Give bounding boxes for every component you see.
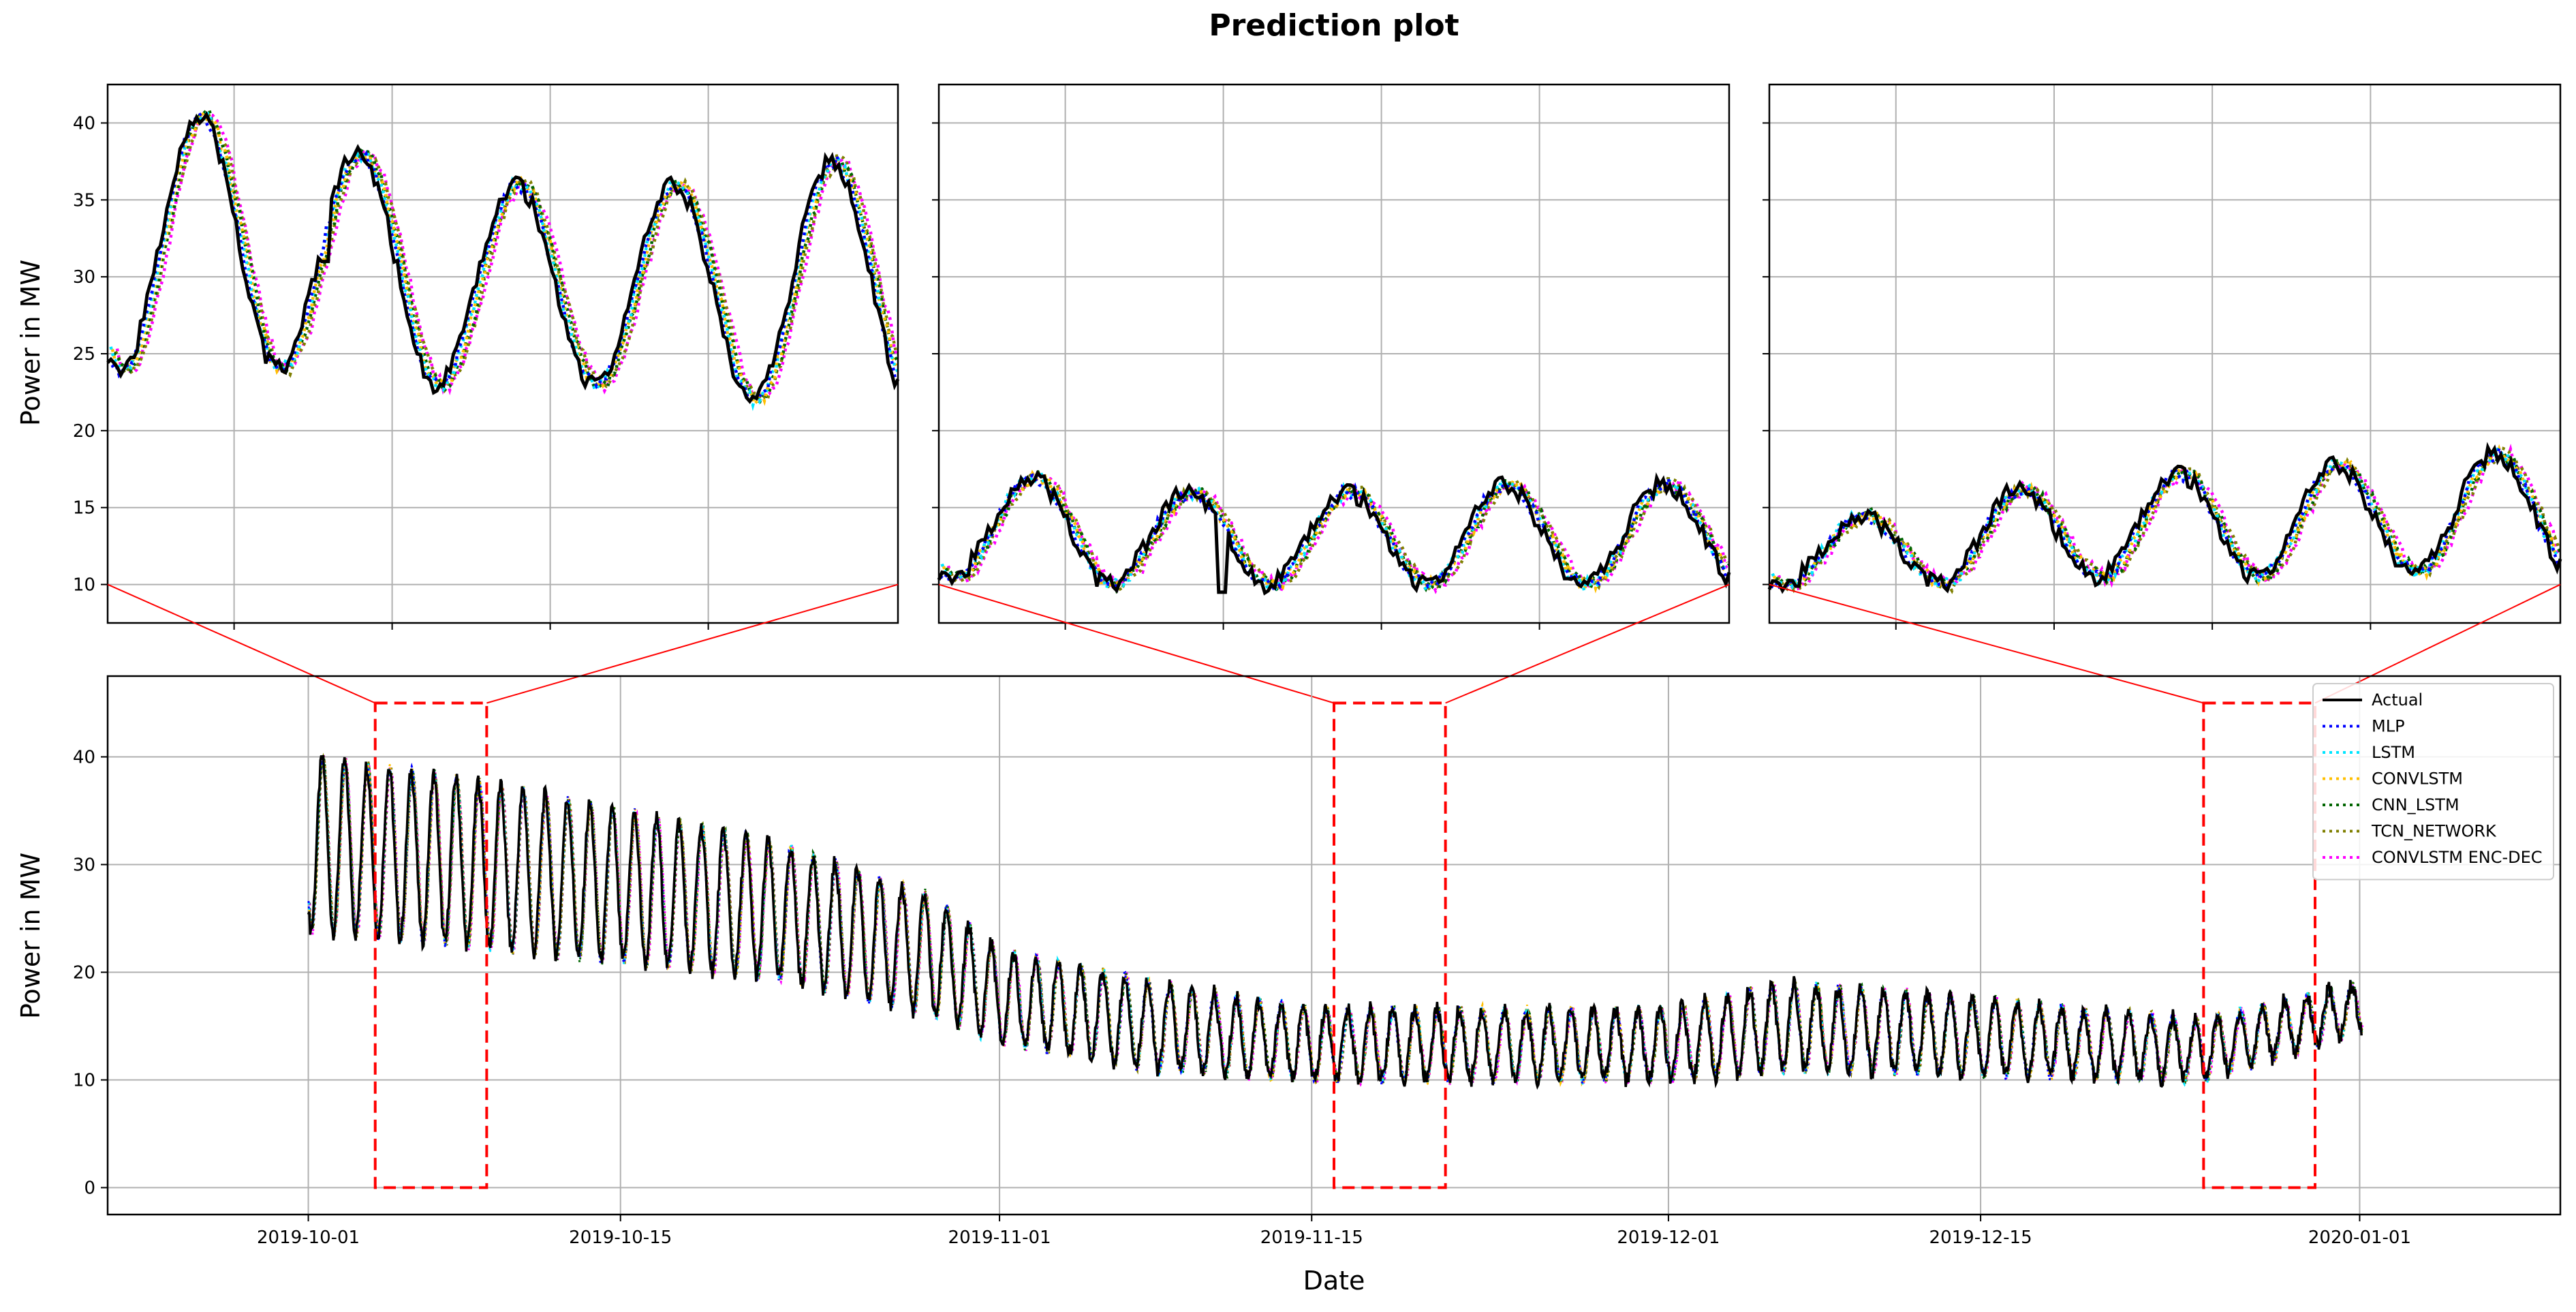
inset-series-group [937,468,1731,596]
main-series-line [307,758,2363,1087]
zoom-connector-line [1445,583,1730,704]
inset-frame [1768,83,2562,624]
inset-series-line [109,112,899,412]
main-x-tick-label: 2019-10-01 [257,1227,360,1248]
inset-y-tick-label: 40 [73,113,95,134]
y-axis-label-main: Power in MW [16,853,46,1019]
inset-frame [937,83,1731,624]
legend-label: CNN_LSTM [2372,795,2459,814]
legend-label: TCN_NETWORK [2371,822,2497,841]
zoom-box [1333,701,1447,1189]
chart-title: Prediction plot [1209,8,1459,43]
zoom-inset-1: 10 15 20 25 30 35 40 [73,83,900,630]
legend-entry: TCN_NETWORK [2323,822,2497,841]
main-series-line [307,754,2363,1090]
main-series-group [307,752,2364,1090]
inset-series-line [1771,447,2561,592]
inset-series-line [106,110,900,404]
inset-frame [106,83,899,624]
legend-entry: CNN_LSTM [2323,795,2459,814]
main-x-tick-label: 2019-10-15 [569,1227,672,1248]
inset-series-line [108,111,898,402]
inset-series-line [937,470,1731,596]
inset-series-line [1772,444,2560,592]
x-axis-label: Date [1303,1266,1365,1296]
main-y-tick-label: 40 [73,748,95,768]
legend: Actual MLP LSTM CONVLSTM CNN_LSTM TCN_NETWORK… [2312,683,2554,881]
legend-label: CONVLSTM [2372,769,2463,789]
main-x-tick-label: 2020-01-01 [2308,1227,2411,1248]
zoom-connector-line [107,583,376,704]
main-frame [106,675,2562,1216]
inset-series-group [106,108,900,412]
zoom-connector-line [486,583,899,704]
zoom-connector-line [1769,583,2204,704]
main-y-tick-label: 0 [84,1178,95,1199]
inset-series-line [1776,446,2560,594]
main-series-line [308,757,2363,1088]
main-x-tick-label: 2019-11-01 [948,1227,1051,1248]
legend-label: LSTM [2372,743,2415,762]
inset-series-line [940,470,1730,596]
legend-entry: CONVLSTM ENC-DEC [2323,848,2543,867]
legend-entry: CONVLSTM [2323,769,2463,789]
legend-entry: MLP [2323,717,2405,736]
zoom-connectors [107,583,2561,704]
inset-series-line [112,108,899,408]
legend-box [2312,683,2554,881]
main-x-tick-label: 2019-12-15 [1929,1227,2032,1248]
main-plot: 2019-10-01 2019-10-15 2019-11-01 2019-11-15… [73,675,2562,1248]
inset-series-line [1775,449,2561,594]
main-y-tick-label: 10 [73,1071,95,1091]
inset-y-tick-label: 25 [73,344,95,365]
main-x-tick-label: 2019-12-01 [1617,1227,1720,1248]
inset-y-tick-label: 20 [73,421,95,442]
inset-y-tick-label: 35 [73,190,95,211]
main-y-tick-label: 20 [73,963,95,983]
main-x-tick-label: 2019-11-15 [1260,1227,1363,1248]
zoom-connector-line [938,583,1335,704]
legend-label: MLP [2372,717,2405,736]
zoom-inset-3 [1763,83,2562,630]
inset-y-tick-label: 10 [73,575,95,596]
legend-label: Actual [2372,690,2423,710]
legend-label: CONVLSTM ENC-DEC [2372,848,2543,867]
zoom-box [2202,701,2316,1189]
legend-entry: LSTM [2323,743,2415,762]
inset-series-group [1767,442,2562,595]
inset-series-line [114,108,898,403]
inset-series-line [946,470,1729,594]
inset-y-tick-label: 30 [73,267,95,288]
legend-entry: Actual [2323,690,2423,710]
inset-series-line [1767,442,2562,594]
main-y-tick-label: 30 [73,855,95,876]
y-axis-label-inset: Power in MW [16,260,46,426]
zoom-inset-2 [932,83,1731,630]
inset-y-tick-label: 15 [73,498,95,519]
zoom-box [373,701,488,1189]
